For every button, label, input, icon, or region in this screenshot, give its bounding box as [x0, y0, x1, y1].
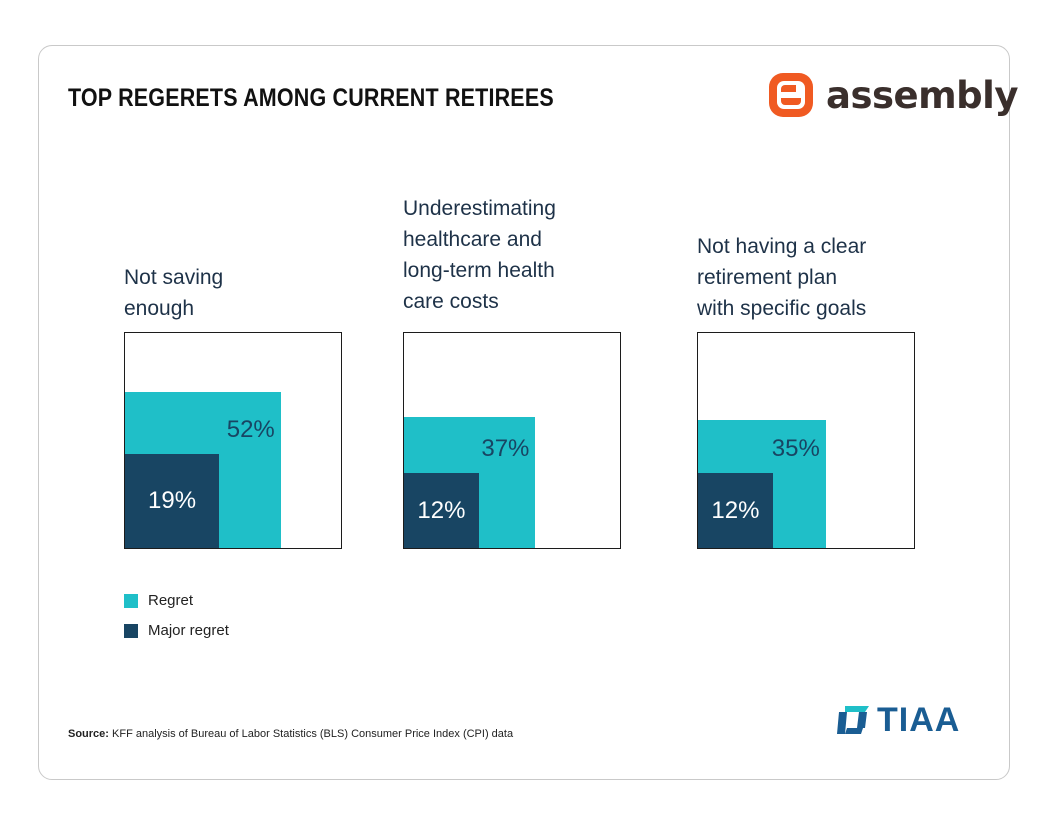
- category-label-line: care costs: [403, 290, 499, 313]
- category-label-line: Underestimating: [403, 197, 556, 220]
- assembly-logo: assembly: [766, 70, 1018, 120]
- bar-major-regret: [404, 473, 479, 548]
- category-label-line: retirement plan: [697, 266, 838, 289]
- category-label-line: with specific goals: [697, 297, 867, 320]
- data-label-major-regret: 19%: [148, 486, 197, 514]
- source-label: Source:: [68, 728, 109, 740]
- data-label-major-regret: 12%: [711, 496, 760, 524]
- tiaa-logo-text: TIAA: [877, 700, 961, 739]
- source-text: KFF analysis of Bureau of Labor Statisti…: [108, 728, 514, 740]
- bar-major-regret: [125, 453, 220, 548]
- data-label-regret: 37%: [481, 435, 530, 463]
- assembly-logo-icon: [769, 73, 813, 117]
- data-label-regret: 35%: [771, 435, 820, 463]
- legend-swatch-major-regret: [124, 623, 138, 638]
- legend-item-regret: Regret: [124, 592, 193, 609]
- tiaa-logo-icon: [837, 706, 869, 734]
- legend-label-regret: Regret: [148, 592, 194, 609]
- chart-frame-2: 37% 12%: [403, 332, 621, 549]
- assembly-logo-text: assembly: [826, 73, 1018, 117]
- category-label-line: healthcare and: [403, 228, 542, 251]
- category-label-line: enough: [124, 297, 195, 320]
- category-label-3: Not having a clear retirement plan with …: [697, 231, 866, 324]
- source-note: Source: KFF analysis of Bureau of Labor …: [68, 728, 513, 740]
- chart-title: TOP REGERETS AMONG CURRENT RETIREES: [68, 84, 554, 112]
- legend-item-major-regret: Major regret: [124, 622, 229, 639]
- category-label-line: Not having a clear: [697, 235, 867, 258]
- legend-label-major-regret: Major regret: [148, 622, 229, 639]
- bar-major-regret: [698, 473, 773, 548]
- category-label-2: Underestimating healthcare and long-term…: [403, 193, 556, 317]
- chart-frame-3: 35% 12%: [697, 332, 915, 549]
- chart-frame-1: 52% 19%: [124, 332, 342, 549]
- data-label-major-regret: 12%: [417, 496, 466, 524]
- category-label-line: long-term health: [403, 259, 555, 282]
- category-label-line: Not saving: [124, 266, 224, 289]
- data-label-regret: 52%: [226, 415, 275, 443]
- category-label-1: Not saving enough: [124, 262, 223, 324]
- tiaa-logo: TIAA: [835, 690, 960, 750]
- legend-swatch-regret: [124, 593, 138, 608]
